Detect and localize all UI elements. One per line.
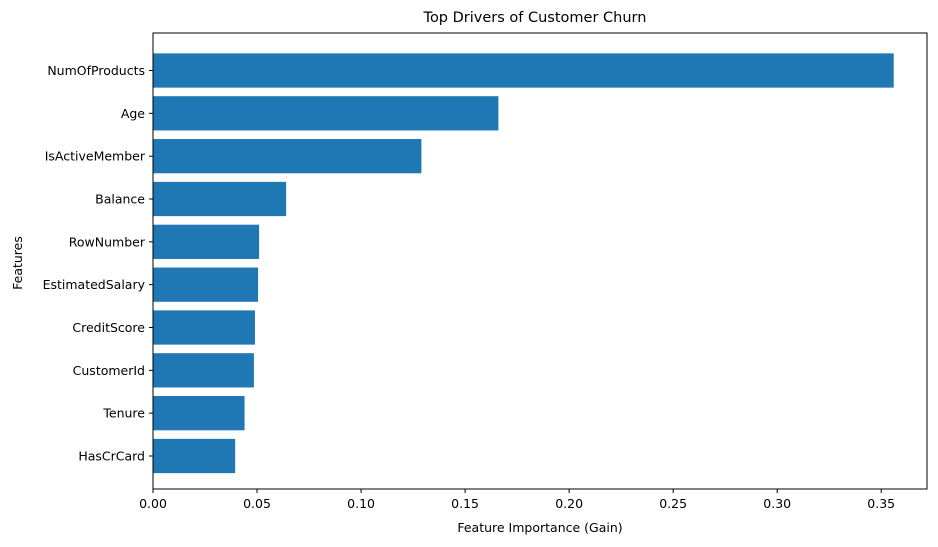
- y-tick-label: HasCrCard: [78, 449, 145, 464]
- bar-HasCrCard: [153, 438, 236, 474]
- bar-Tenure: [153, 396, 245, 431]
- bars-group: [153, 53, 894, 474]
- x-tick-label: 0.35: [867, 496, 895, 511]
- y-tick-label: CustomerId: [73, 363, 145, 378]
- chart-title: Top Drivers of Customer Churn: [423, 10, 647, 26]
- y-tick-label: Tenure: [102, 406, 145, 421]
- x-axis-label: Feature Importance (Gain): [457, 520, 622, 535]
- y-axis-label: Features: [10, 236, 25, 290]
- bar-CustomerId: [153, 353, 254, 388]
- plot-frame: [152, 32, 928, 490]
- y-tick-label: EstimatedSalary: [43, 277, 146, 292]
- bar-IsActiveMember: [153, 139, 422, 174]
- x-tick-label: 0.05: [243, 496, 271, 511]
- x-tick-label: 0.25: [659, 496, 687, 511]
- bar-CreditScore: [153, 310, 255, 345]
- y-tick-label: RowNumber: [69, 234, 146, 249]
- y-tick-label: CreditScore: [72, 320, 145, 335]
- x-tick-label: 0.10: [347, 496, 375, 511]
- bar-NumOfProducts: [153, 53, 894, 88]
- bar-RowNumber: [153, 224, 260, 259]
- y-ticks-group: NumOfProducts Age IsActiveMember Balance Row…: [43, 63, 153, 464]
- bar-EstimatedSalary: [153, 267, 259, 302]
- bar-Balance: [153, 181, 287, 217]
- x-tick-label: 0.30: [763, 496, 791, 511]
- x-tick-label: 0.00: [139, 496, 167, 511]
- y-tick-label: Balance: [95, 192, 145, 207]
- y-tick-label: Age: [121, 106, 145, 121]
- y-tick-label: IsActiveMember: [45, 149, 146, 164]
- x-ticks-group: 0.00 0.05 0.10 0.15 0.20 0.25 0.30 0.35: [139, 489, 895, 511]
- x-tick-label: 0.15: [451, 496, 479, 511]
- y-tick-label: NumOfProducts: [47, 63, 145, 78]
- x-tick-label: 0.20: [555, 496, 583, 511]
- bar-Age: [153, 96, 499, 131]
